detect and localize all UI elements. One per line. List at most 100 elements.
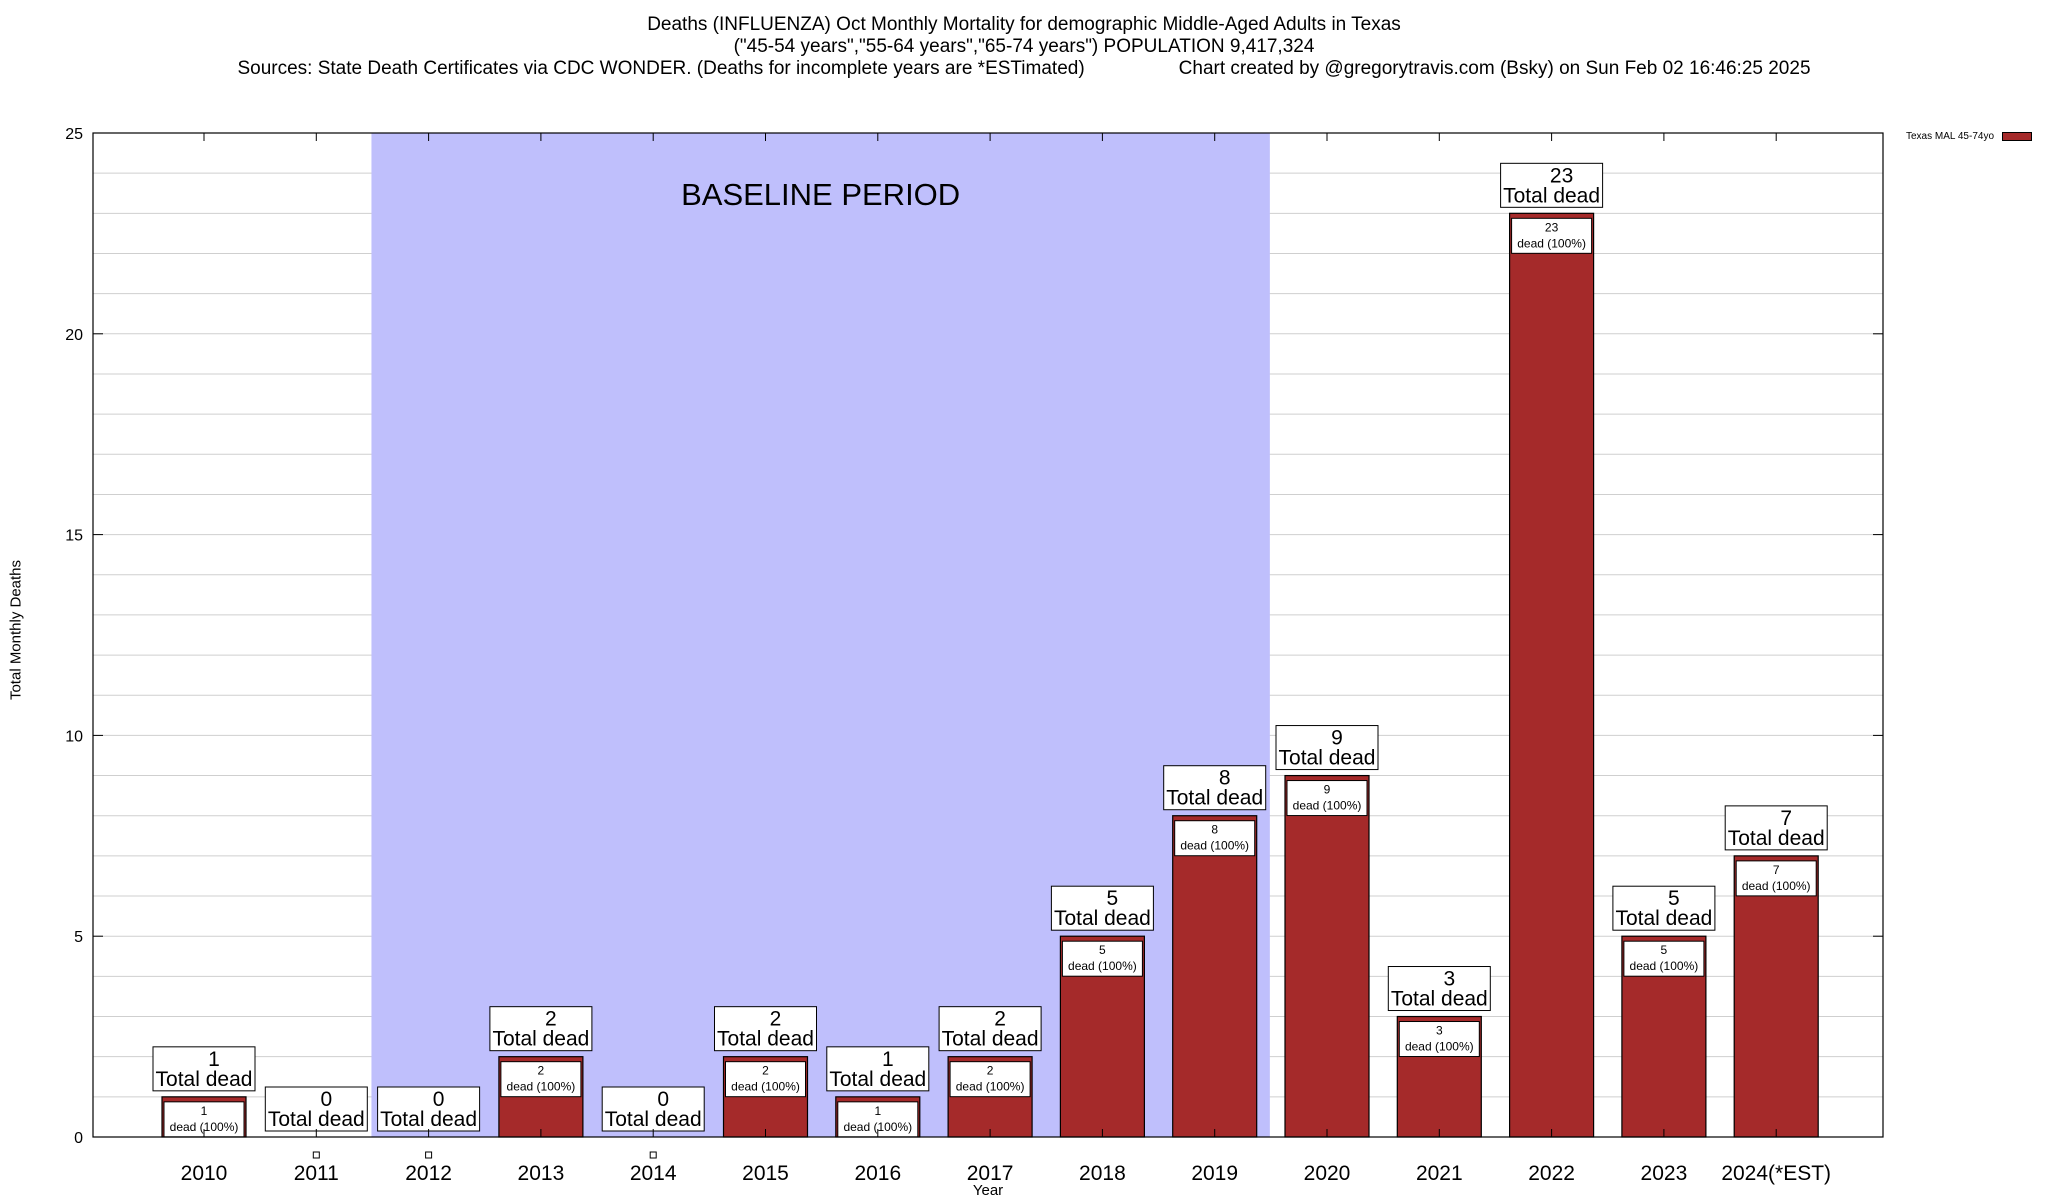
- total-box: [1050, 885, 1154, 931]
- total-text: Total dead: [1279, 747, 1376, 770]
- total-box: [938, 1006, 1042, 1052]
- bar-inner-box: [1511, 217, 1593, 254]
- total-text: Total dead: [1615, 907, 1712, 930]
- y-axis-label: Total Monthly Deaths: [7, 559, 25, 701]
- total-text: Total dead: [1503, 184, 1600, 207]
- x-tick-label: 2013: [518, 1162, 565, 1185]
- total-value: 0: [657, 1088, 669, 1111]
- x-tick-label: 2021: [1416, 1162, 1463, 1185]
- bar-inner-text: dead (100%): [170, 1120, 239, 1134]
- bar-inner-text: dead (100%): [1293, 799, 1362, 813]
- zero-marker: [425, 1151, 433, 1159]
- x-tick-label: 2024(*EST): [1721, 1162, 1831, 1185]
- total-value: 9: [1331, 727, 1343, 750]
- x-tick-label: 2020: [1304, 1162, 1351, 1185]
- x-tick-label: 2022: [1528, 1162, 1575, 1185]
- total-box: [1724, 805, 1828, 851]
- bar-inner-value: 5: [1661, 943, 1668, 957]
- total-text: Total dead: [1728, 827, 1825, 850]
- x-tick-label: 2012: [405, 1162, 452, 1185]
- bar-inner-value: 1: [874, 1104, 881, 1118]
- bar-inner-text: dead (100%): [731, 1080, 800, 1094]
- total-text: Total dead: [605, 1108, 702, 1131]
- bar-inner-value: 9: [1324, 783, 1331, 797]
- x-axis-label: Year: [972, 1182, 1004, 1199]
- total-box: [826, 1046, 930, 1092]
- total-box: [264, 1086, 368, 1132]
- x-tick-label: 2017: [967, 1162, 1014, 1185]
- x-tick-label: 2018: [1079, 1162, 1126, 1185]
- legend: Texas MAL 45-74yo: [1906, 131, 2033, 142]
- bar-inner-box: [1174, 820, 1256, 857]
- total-value: 0: [433, 1088, 445, 1111]
- x-tick-label: 2023: [1641, 1162, 1688, 1185]
- total-value: 3: [1443, 968, 1455, 991]
- total-box: [1500, 162, 1604, 208]
- bar-inner-text: dead (100%): [1517, 236, 1586, 250]
- total-value: 1: [882, 1048, 894, 1071]
- bar-inner-text: dead (100%): [1068, 959, 1137, 973]
- total-box: [1612, 885, 1716, 931]
- total-text: Total dead: [942, 1028, 1039, 1051]
- total-text: Total dead: [1391, 988, 1488, 1011]
- bar-inner-text: dead (100%): [1405, 1040, 1474, 1054]
- y-tick-label: 0: [74, 1130, 83, 1147]
- total-value: 2: [770, 1008, 782, 1031]
- total-box: [1387, 966, 1491, 1012]
- total-value: 0: [320, 1088, 332, 1111]
- total-text: Total dead: [380, 1108, 477, 1131]
- total-text: Total dead: [156, 1068, 253, 1091]
- bar-2024(*EST): [1733, 855, 1819, 1138]
- legend-swatch: [2002, 132, 2033, 141]
- chart-title: Deaths (INFLUENZA) Oct Monthly Mortality…: [647, 14, 1401, 35]
- bar-inner-text: dead (100%): [843, 1120, 912, 1134]
- bar-inner-value: 2: [987, 1064, 994, 1078]
- total-box: [714, 1006, 817, 1052]
- bar-2020: [1284, 774, 1370, 1138]
- chart-sources: Sources: State Death Certificates via CD…: [237, 58, 1085, 79]
- total-text: Total dead: [717, 1028, 814, 1051]
- total-value: 8: [1219, 767, 1231, 790]
- x-tick-label: 2015: [742, 1162, 789, 1185]
- bar-inner-box: [949, 1061, 1031, 1098]
- total-value: 2: [994, 1008, 1006, 1031]
- total-box: [489, 1006, 593, 1052]
- bar-inner-text: dead (100%): [507, 1080, 576, 1094]
- x-tick-label: 2014: [630, 1162, 677, 1185]
- bar-inner-box: [1623, 940, 1705, 977]
- zero-marker: [649, 1151, 657, 1159]
- x-tick-label: 2011: [294, 1162, 339, 1185]
- bar-inner-text: dead (100%): [1742, 879, 1811, 893]
- total-text: Total dead: [492, 1028, 589, 1051]
- bar-inner-text: dead (100%): [1180, 839, 1249, 853]
- total-value: 23: [1550, 164, 1573, 187]
- bar-inner-box: [1735, 860, 1817, 897]
- bar-inner-value: 8: [1211, 823, 1218, 837]
- x-tick-label: 2010: [181, 1162, 228, 1185]
- bar-2019: [1172, 815, 1258, 1138]
- baseline-label: BASELINE PERIOD: [681, 177, 960, 212]
- total-text: Total dead: [829, 1068, 926, 1091]
- y-tick-label: 15: [65, 528, 83, 545]
- plot-frame: [92, 132, 1884, 1138]
- bar-inner-value: 3: [1436, 1024, 1443, 1038]
- total-text: Total dead: [1166, 787, 1263, 810]
- y-tick-label: 25: [65, 126, 83, 143]
- chart-subtitle: ("45-54 years","55-64 years","65-74 year…: [733, 36, 1315, 57]
- total-value: 2: [545, 1008, 557, 1031]
- bar-inner-box: [725, 1061, 806, 1098]
- total-text: Total dead: [1054, 907, 1151, 930]
